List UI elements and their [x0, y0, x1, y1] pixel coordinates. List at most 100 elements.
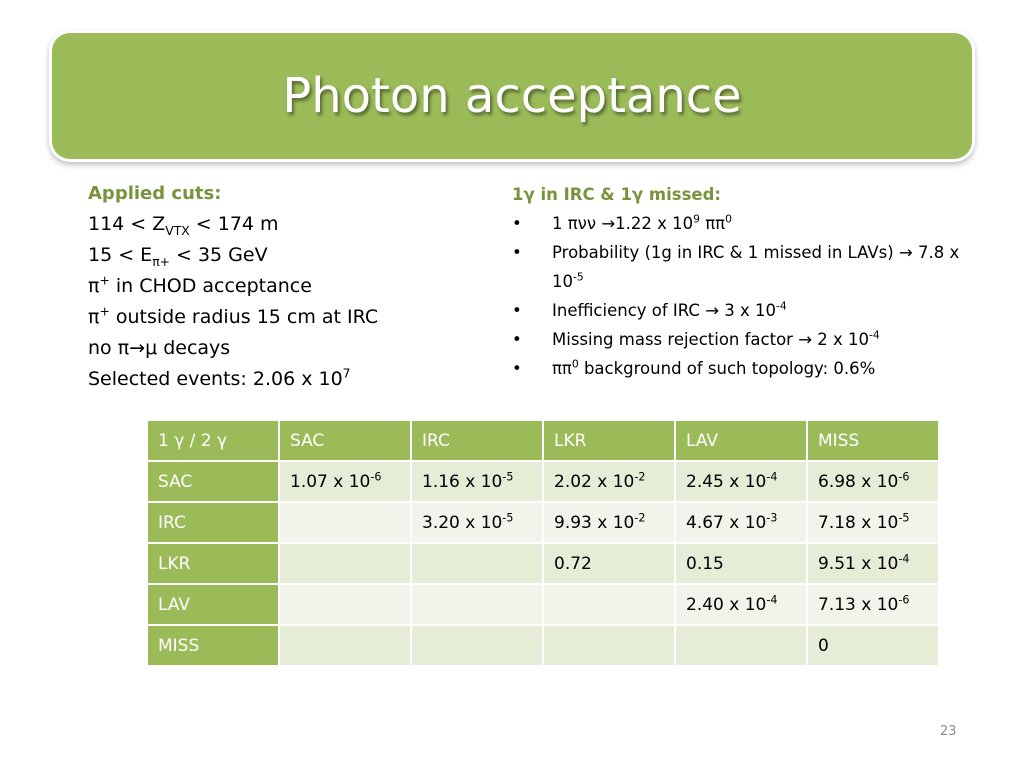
- subscript: π+: [152, 254, 170, 269]
- text-run: ππ: [552, 359, 572, 378]
- table-row: LKR 0.72 0.15 9.51 x 10-4: [146, 542, 940, 585]
- page-number: 23: [940, 724, 957, 739]
- header-cell: LKR: [542, 419, 676, 462]
- cell-exponent: -6: [370, 469, 382, 483]
- cell-base: 7.13 x 10: [818, 594, 899, 615]
- table-cell: [542, 583, 676, 626]
- bullet-list: • 1 πνν →1.22 x 109 ππ0 • Probability (1g i…: [512, 209, 962, 383]
- cell-exponent: -2: [634, 469, 646, 483]
- cut-line: no π→μ decays: [88, 333, 378, 364]
- title-banner: Photon acceptance: [52, 33, 972, 159]
- text-run: 114 < Z: [88, 213, 166, 235]
- missed-heading: 1γ in IRC & 1γ missed:: [512, 185, 721, 204]
- table-cell: [410, 583, 544, 626]
- cell-exponent: -3: [766, 510, 778, 524]
- text-run: no π→μ decays: [88, 337, 231, 359]
- text-run: Missing mass rejection factor → 2 x 10: [552, 330, 870, 349]
- superscript: -5: [573, 270, 584, 284]
- table-cell: [278, 624, 412, 667]
- cell-exponent: -4: [766, 469, 778, 483]
- cut-line: π+ outside radius 15 cm at IRC: [88, 302, 378, 333]
- text-run: 15 < E: [88, 244, 153, 266]
- table-cell: 2.40 x 10-4: [674, 583, 808, 626]
- row-header: SAC: [146, 460, 280, 503]
- cell-exponent: -4: [766, 592, 778, 606]
- bullet-item: • Probability (1g in IRC & 1 missed in LA…: [512, 238, 962, 296]
- cut-line: π+ in CHOD acceptance: [88, 271, 378, 302]
- text-run: Inefficiency of IRC → 3 x 10: [552, 301, 777, 320]
- cell-base: 9.93 x 10: [554, 512, 635, 533]
- text-run: Selected events: 2.06 x 10: [88, 368, 343, 390]
- cell-base: 6.98 x 10: [818, 471, 899, 492]
- cell-base: 1.07 x 10: [290, 471, 371, 492]
- text-run: background of such topology: 0.6%: [578, 359, 876, 378]
- text-run: in CHOD acceptance: [109, 275, 312, 297]
- table-row: IRC 3.20 x 10-5 9.93 x 10-2 4.67 x 10-3 7.18…: [146, 501, 940, 544]
- table-cell: [542, 624, 676, 667]
- table-cell: [278, 542, 412, 585]
- text-run: ππ: [700, 214, 726, 233]
- table-cell: [410, 542, 544, 585]
- table-cell: [278, 583, 412, 626]
- text-run: outside radius 15 cm at IRC: [109, 306, 379, 328]
- table-row: LAV 2.40 x 10-4 7.13 x 10-6: [146, 583, 940, 626]
- row-header: LKR: [146, 542, 280, 585]
- cell-base: 1.16 x 10: [422, 471, 503, 492]
- acceptance-table: 1 γ / 2 γ SAC IRC LKR LAV MISS SAC 1.07 x 10-6 1…: [146, 419, 940, 667]
- table-cell: 9.51 x 10-4: [806, 542, 940, 585]
- superscript: 7: [342, 366, 351, 381]
- row-header: LAV: [146, 583, 280, 626]
- table-cell: 7.13 x 10-6: [806, 583, 940, 626]
- table-cell: 2.45 x 10-4: [674, 460, 808, 503]
- table-cell: 1.16 x 10-5: [410, 460, 544, 503]
- table-cell: 9.93 x 10-2: [542, 501, 676, 544]
- cell-exponent: -6: [898, 592, 910, 606]
- superscript: -4: [776, 299, 787, 313]
- superscript: 9: [693, 212, 700, 226]
- cell-base: 4.67 x 10: [686, 512, 767, 533]
- cell-exponent: -5: [502, 469, 514, 483]
- bullet-dot: •: [512, 243, 522, 262]
- row-header: IRC: [146, 501, 280, 544]
- cell-base: 3.20 x 10: [422, 512, 503, 533]
- cell-base: 9.51 x 10: [818, 553, 899, 574]
- table-row: MISS 0: [146, 624, 940, 667]
- cell-exponent: -4: [898, 551, 910, 565]
- bullet-item: • Missing mass rejection factor → 2 x 10-…: [512, 325, 962, 354]
- table-cell: 0.72: [542, 542, 676, 585]
- superscript: 0: [725, 212, 732, 226]
- slide-title: Photon acceptance: [282, 68, 742, 124]
- table-cell: 2.02 x 10-2: [542, 460, 676, 503]
- cuts-heading: Applied cuts:: [88, 183, 222, 204]
- cell-exponent: -6: [898, 469, 910, 483]
- table-cell: 1.07 x 10-6: [278, 460, 412, 503]
- table-cell: 6.98 x 10-6: [806, 460, 940, 503]
- text-run: 1 πνν →1.22 x 10: [552, 214, 694, 233]
- bullet-item: • ππ0 background of such topology: 0.6%: [512, 354, 962, 383]
- table-cell: [674, 624, 808, 667]
- table-cell: 0.15: [674, 542, 808, 585]
- table-row: SAC 1.07 x 10-6 1.16 x 10-5 2.02 x 10-2 2.45…: [146, 460, 940, 503]
- cell-base: 7.18 x 10: [818, 512, 899, 533]
- header-cell: 1 γ / 2 γ: [146, 419, 280, 462]
- table-cell: 3.20 x 10-5: [410, 501, 544, 544]
- superscript: 0: [571, 357, 579, 371]
- bullet-dot: •: [512, 330, 522, 349]
- cut-line: Selected events: 2.06 x 107: [88, 364, 378, 395]
- text-run: Probability (1g in IRC & 1 missed in LAV…: [552, 243, 960, 291]
- table-cell: [278, 501, 412, 544]
- bullet-item: • Inefficiency of IRC → 3 x 10-4: [512, 296, 962, 325]
- cut-line: 114 < ZVTX < 174 m: [88, 209, 378, 240]
- cell-base: 2.02 x 10: [554, 471, 635, 492]
- table-cell: 4.67 x 10-3: [674, 501, 808, 544]
- cell-exponent: -5: [502, 510, 514, 524]
- cell-base: 2.45 x 10: [686, 471, 767, 492]
- header-cell: SAC: [278, 419, 412, 462]
- superscript: -4: [869, 328, 880, 342]
- header-cell: MISS: [806, 419, 940, 462]
- cut-line: 15 < Eπ+ < 35 GeV: [88, 240, 378, 271]
- table-cell: 7.18 x 10-5: [806, 501, 940, 544]
- bullet-dot: •: [512, 301, 522, 320]
- header-cell: IRC: [410, 419, 544, 462]
